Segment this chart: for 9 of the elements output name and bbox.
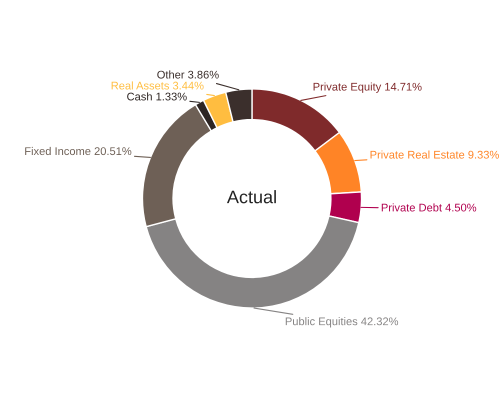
text: Actual	[226, 190, 276, 204]
slice-label: Private Debt 4.50%	[382, 203, 476, 212]
slice-label: Real Assets 3.44%	[112, 81, 204, 90]
slice-label: Private Real Estate 9.33%	[370, 150, 499, 159]
slice-label: Fixed Income 20.51%	[25, 146, 132, 156]
slice-label: Private Equity 14.71%	[314, 82, 422, 93]
slice-label: Public Equities 42.32%	[286, 317, 398, 328]
slice-label: Cash 1.33%	[127, 92, 187, 100]
slice-label: Other 3.86%	[157, 70, 219, 79]
